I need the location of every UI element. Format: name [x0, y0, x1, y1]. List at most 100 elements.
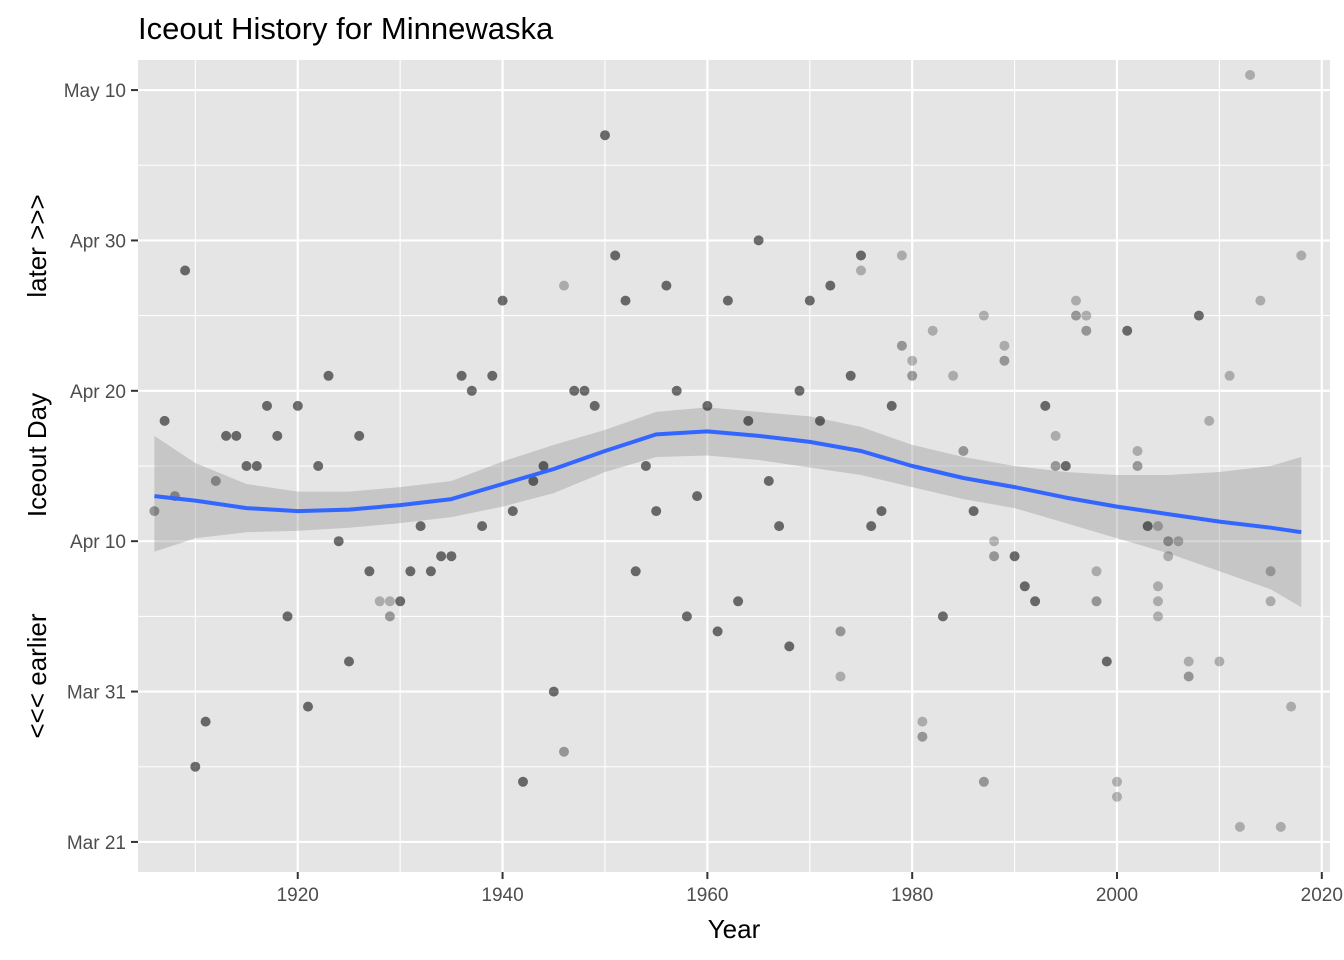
data-point	[303, 701, 313, 712]
y-tick-label: Apr 20	[70, 382, 126, 403]
x-tick-label: 1920	[277, 885, 319, 906]
y-axis-title-main: Iceout Day	[22, 393, 52, 517]
x-tick-label: 1980	[891, 885, 933, 906]
data-point	[886, 400, 897, 411]
data-point	[845, 370, 856, 381]
data-point	[1193, 310, 1204, 321]
data-point	[579, 385, 590, 396]
x-tick-label: 1940	[481, 885, 523, 906]
data-points-layer	[149, 70, 1307, 832]
data-point	[507, 506, 518, 517]
data-point	[671, 385, 682, 396]
data-point	[405, 566, 416, 577]
data-point	[518, 776, 528, 787]
data-point	[804, 295, 815, 306]
data-point	[395, 596, 406, 607]
data-point	[866, 521, 877, 532]
data-point	[344, 656, 354, 667]
data-point	[784, 641, 795, 652]
data-point	[1081, 325, 1092, 336]
data-point	[640, 461, 651, 471]
data-point	[477, 521, 488, 532]
data-point	[384, 611, 395, 622]
data-point	[1019, 581, 1030, 592]
data-point	[149, 506, 160, 517]
data-point	[968, 506, 979, 517]
data-point	[600, 130, 610, 141]
y-tick-label: May 10	[64, 81, 126, 102]
data-point	[1122, 325, 1133, 336]
data-point	[999, 340, 1010, 351]
smooth-trend-line	[154, 429, 1302, 535]
data-point	[292, 400, 303, 411]
data-point	[1265, 596, 1276, 607]
data-point	[1153, 596, 1163, 607]
data-point	[466, 385, 477, 396]
data-point	[436, 551, 447, 562]
data-point	[1112, 791, 1122, 802]
data-point	[559, 280, 569, 291]
data-point	[712, 626, 723, 637]
data-point	[948, 370, 959, 381]
data-point	[1030, 596, 1041, 607]
data-point	[1009, 551, 1020, 562]
data-point	[1163, 536, 1174, 547]
data-point	[548, 686, 559, 697]
data-point	[282, 611, 293, 622]
x-tick-label: 2000	[1096, 885, 1138, 906]
data-point	[251, 461, 262, 471]
data-point	[364, 566, 375, 577]
data-point	[159, 415, 170, 426]
data-point	[835, 626, 846, 637]
data-point	[917, 716, 928, 727]
data-point	[231, 430, 242, 441]
data-point	[1286, 701, 1297, 712]
data-point	[856, 265, 866, 276]
y-tick-label: Apr 30	[70, 231, 126, 252]
data-point	[487, 370, 498, 381]
data-point	[794, 385, 805, 396]
data-point	[856, 250, 866, 261]
data-point	[978, 310, 989, 321]
smooth-line-layer	[154, 429, 1302, 535]
data-point	[559, 746, 569, 757]
data-point	[989, 551, 1000, 562]
data-point	[200, 716, 211, 727]
data-point	[221, 430, 232, 441]
chart-title: Iceout History for Minnewaska	[138, 11, 554, 46]
data-point	[1153, 611, 1163, 622]
x-tick-label: 1960	[686, 885, 728, 906]
data-point	[763, 476, 774, 486]
y-axis-title-earlier: <<< earlier	[22, 613, 52, 738]
data-point	[456, 370, 467, 381]
data-point	[272, 430, 283, 441]
data-point	[651, 506, 662, 517]
data-point	[661, 280, 672, 291]
data-point	[1132, 461, 1143, 471]
data-point	[753, 235, 764, 246]
data-point	[927, 325, 938, 336]
data-point	[692, 491, 703, 502]
data-point	[774, 521, 785, 532]
data-point	[1163, 551, 1174, 562]
data-point	[1183, 671, 1194, 682]
data-point	[1142, 521, 1153, 532]
data-point	[538, 461, 549, 471]
data-point	[1081, 310, 1092, 321]
data-point	[989, 536, 1000, 547]
data-point	[1245, 70, 1256, 80]
data-point	[313, 461, 324, 471]
data-point	[1112, 776, 1122, 787]
data-point	[815, 415, 825, 426]
y-axis-title: <<< earlier Iceout Day later >>>	[22, 194, 52, 738]
data-point	[1296, 250, 1307, 261]
data-point	[907, 370, 918, 381]
data-point	[1183, 656, 1194, 667]
data-point	[180, 265, 191, 276]
data-point	[1091, 596, 1102, 607]
data-point	[262, 400, 272, 411]
data-point	[1040, 400, 1051, 411]
data-point	[999, 355, 1010, 366]
data-point	[241, 461, 252, 471]
data-point	[1153, 521, 1163, 532]
